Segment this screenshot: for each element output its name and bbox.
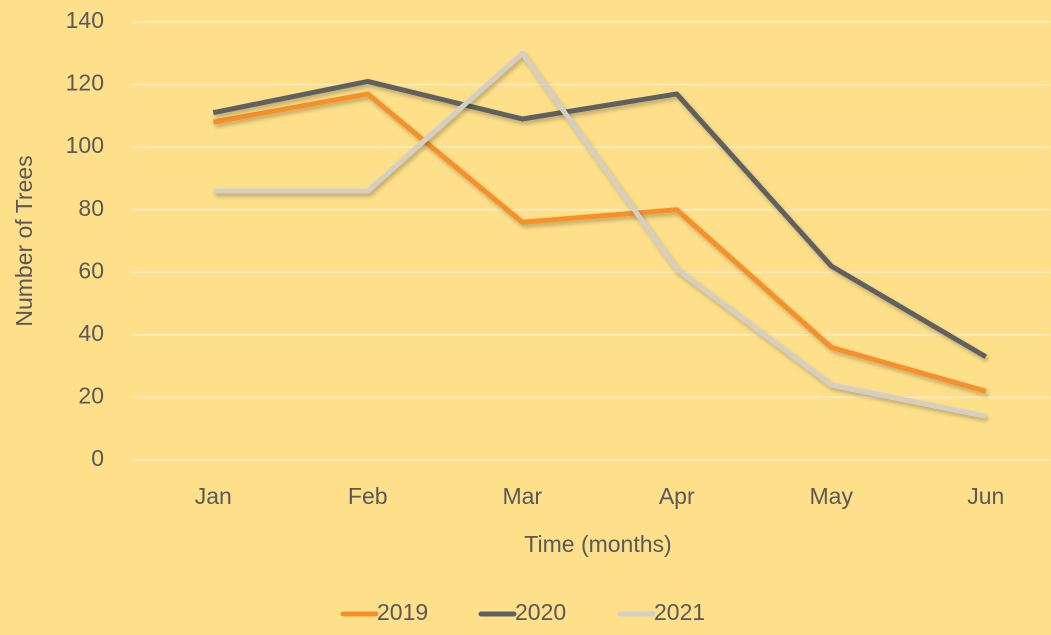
legend-label: 2020 xyxy=(515,599,566,625)
series-line xyxy=(212,78,988,359)
y-tick-label: 0 xyxy=(91,445,104,471)
x-tick-label: Jun xyxy=(967,483,1004,509)
y-axis-title: Number of Trees xyxy=(11,155,37,326)
y-tick-label: 40 xyxy=(78,320,104,346)
x-axis-title: Time (months) xyxy=(524,531,671,557)
x-tick-label: Mar xyxy=(502,483,542,509)
y-tick-label: 20 xyxy=(78,383,104,409)
legend-label: 2019 xyxy=(377,599,428,625)
x-tick-label: May xyxy=(810,483,854,509)
series-line xyxy=(212,91,987,394)
y-tick-label: 120 xyxy=(66,70,104,96)
x-tick-label: Feb xyxy=(348,483,388,509)
x-tick-label: Jan xyxy=(195,483,232,509)
series-line xyxy=(213,50,987,419)
legend-label: 2021 xyxy=(654,599,705,625)
y-tick-label: 100 xyxy=(66,132,104,158)
y-tick-label: 80 xyxy=(78,195,104,221)
y-tick-label: 60 xyxy=(78,257,104,283)
y-tick-label: 140 xyxy=(66,7,104,33)
x-tick-label: Apr xyxy=(659,483,695,509)
